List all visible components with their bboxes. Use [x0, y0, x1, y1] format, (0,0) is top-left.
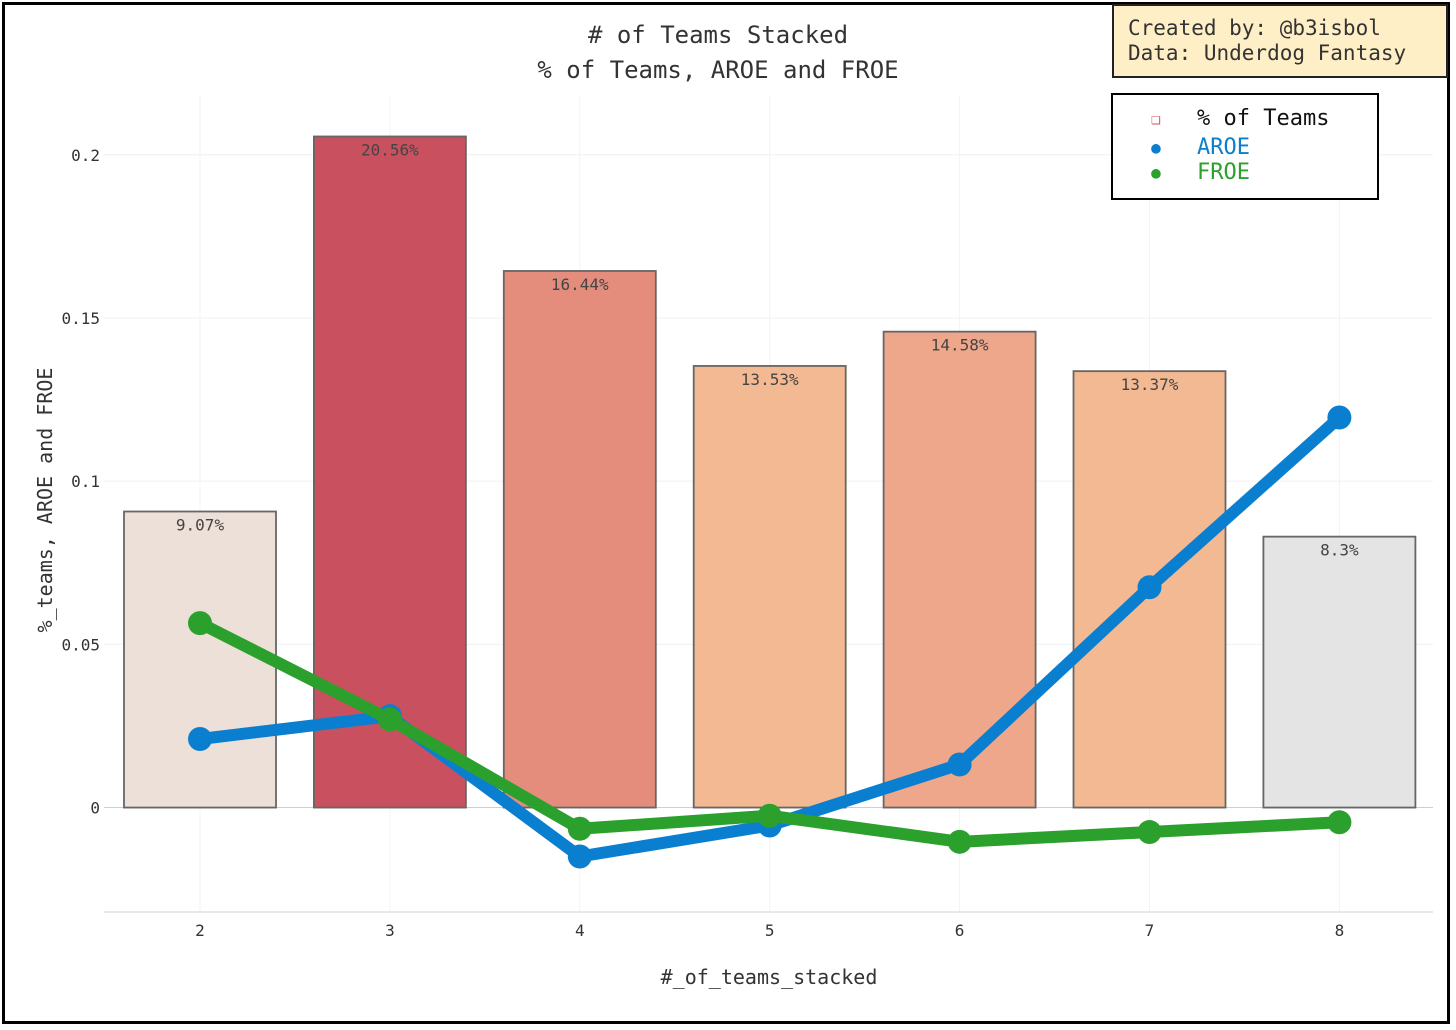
credit-source: Data: Underdog Fantasy	[1128, 41, 1407, 65]
x-tick-label: 2	[195, 921, 205, 940]
bar-value-label: 14.58%	[931, 336, 989, 355]
credit-author: Created by: @b3isbol	[1128, 16, 1381, 40]
bar-value-label: 13.53%	[741, 370, 799, 389]
y-axis-label: %_teams, AROE and FROE	[33, 368, 57, 633]
series-point-froe	[757, 803, 782, 828]
series-point-aroe	[947, 752, 972, 777]
series-point-froe	[377, 707, 402, 732]
bar-value-label: 20.56%	[361, 140, 419, 159]
series-point-froe	[188, 611, 212, 636]
legend: ❏ % of Teams ● AROE ● FROE	[1111, 93, 1379, 200]
y-tick-label: 0.05	[61, 635, 100, 654]
bar	[502, 270, 657, 809]
series-point-froe	[947, 829, 972, 854]
line-series	[188, 405, 1352, 869]
x-tick-label: 6	[955, 921, 965, 940]
series-point-aroe	[188, 727, 212, 752]
bar	[123, 510, 277, 809]
y-axis-ticks: 0 0.05 0.1 0.15 0.2	[61, 146, 100, 818]
y-tick-label: 0	[90, 799, 100, 818]
legend-dot-icon: ●	[1151, 137, 1161, 157]
chart-title: # of Teams Stacked	[588, 21, 848, 49]
series-point-aroe	[1327, 405, 1352, 430]
legend-label: FROE	[1197, 159, 1250, 185]
series-point-froe	[567, 816, 592, 841]
legend-square-icon: ❏	[1151, 108, 1161, 128]
bar	[692, 365, 847, 809]
x-tick-label: 4	[575, 921, 585, 940]
y-tick-label: 0.1	[71, 472, 100, 491]
x-tick-label: 5	[765, 921, 775, 940]
credit-box: Created by: @b3isbol Data: Underdog Fant…	[1112, 4, 1448, 78]
bar-value-label: 8.3%	[1320, 541, 1359, 560]
chart-subtitle: % of Teams, AROE and FROE	[537, 56, 898, 84]
series-point-froe	[1327, 810, 1352, 835]
x-tick-label: 8	[1335, 921, 1345, 940]
x-tick-label: 7	[1145, 921, 1155, 940]
bar	[1262, 535, 1417, 809]
series-point-aroe	[567, 844, 592, 869]
x-axis-label: #_of_teams_stacked	[661, 965, 878, 989]
legend-label: AROE	[1197, 134, 1250, 160]
x-tick-label: 3	[385, 921, 395, 940]
y-tick-label: 0.2	[71, 146, 100, 165]
bar-value-label: 9.07%	[176, 516, 225, 535]
x-axis-ticks: 2 3 4 5 6 7 8	[195, 921, 1344, 940]
legend-label: % of Teams	[1197, 105, 1330, 131]
y-tick-label: 0.15	[61, 309, 100, 328]
bar-value-label: 13.37%	[1121, 375, 1179, 394]
series-point-froe	[1137, 820, 1162, 845]
series-point-aroe	[1137, 575, 1162, 600]
bar-value-label: 16.44%	[551, 275, 609, 294]
bar	[882, 330, 1037, 809]
legend-dot-icon: ●	[1151, 162, 1161, 182]
